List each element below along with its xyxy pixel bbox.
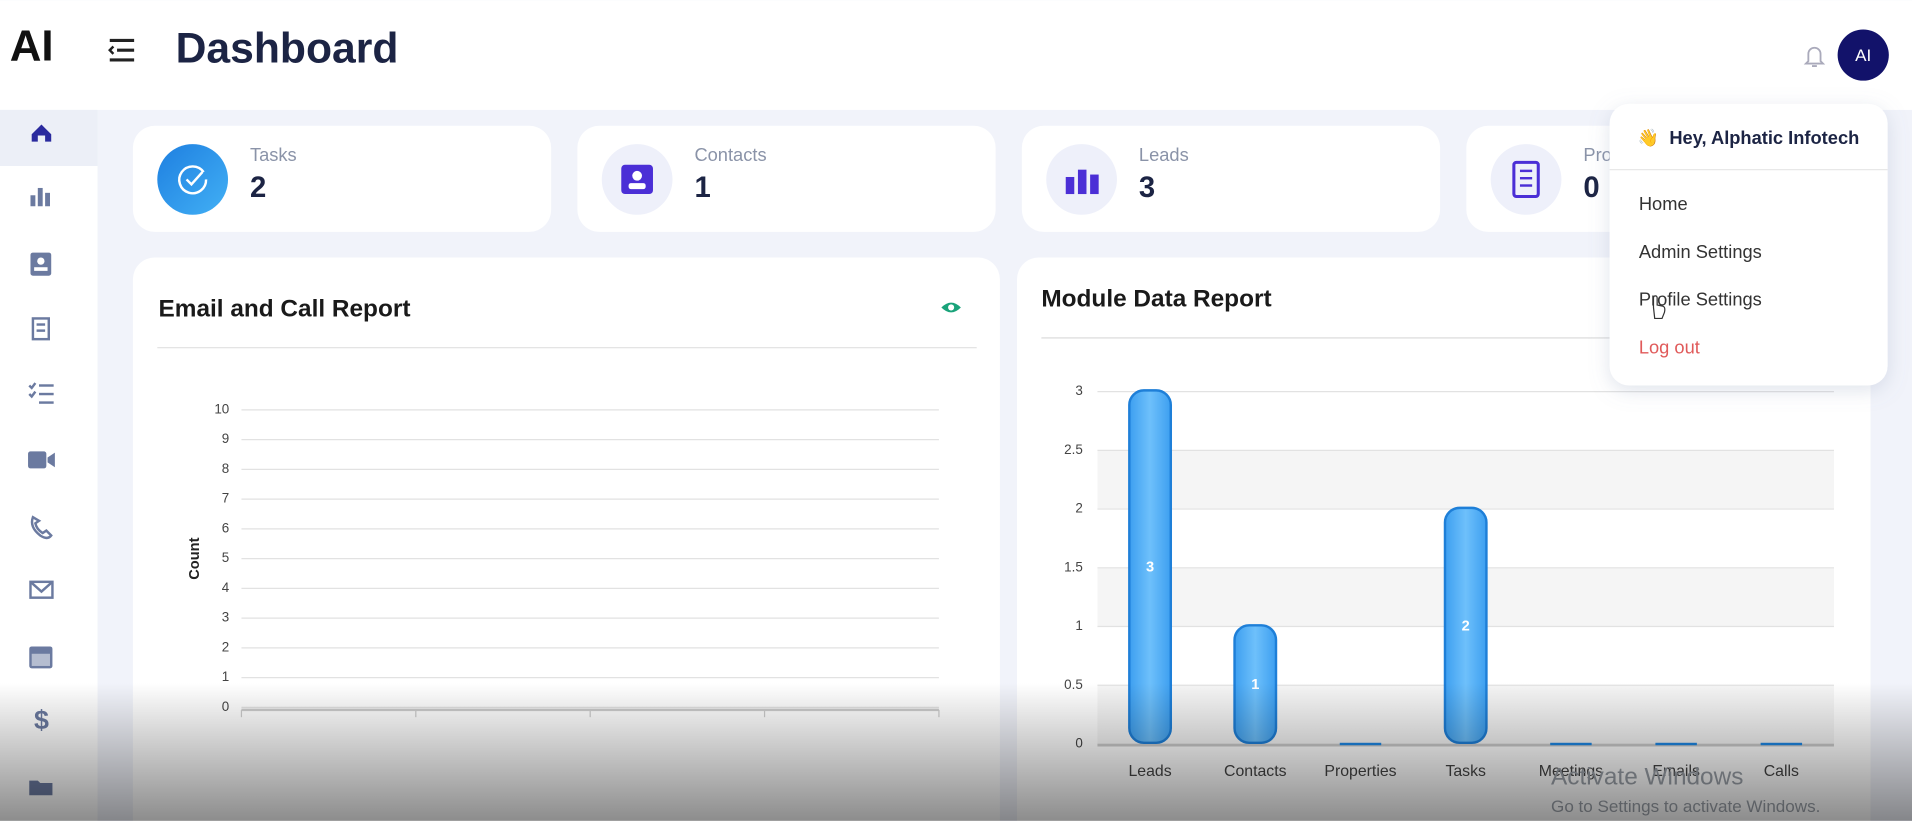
menu-item[interactable]: Admin Settings (1639, 241, 1762, 262)
profile-menu: 👋 Hey, Alphatic Infotech Home Admin Settin… (1609, 103, 1888, 386)
stat-value: 2 (250, 172, 266, 204)
y-tick-label: 3 (222, 610, 229, 625)
y-tick-label: 1 (222, 669, 229, 684)
stat-label: Tasks (250, 144, 297, 165)
x-tick-label: Properties (1324, 763, 1396, 780)
nav-tasks[interactable] (28, 382, 54, 404)
y-tick-label: 3 (1075, 383, 1082, 398)
nav-contacts[interactable] (30, 252, 52, 276)
card-icon (185, 171, 204, 187)
nav-calendar[interactable] (29, 646, 53, 669)
y-tick-label: 6 (222, 520, 229, 535)
page-title: Dashboard (176, 25, 399, 73)
nav-finance[interactable]: $ (34, 705, 49, 735)
bar (1760, 742, 1803, 746)
stat-label: Leads (1139, 144, 1189, 165)
chart-title: Module Data Report (1041, 286, 1271, 313)
bar (1655, 742, 1697, 746)
stat-card[interactable]: Leads 3 (1021, 125, 1441, 232)
y-tick-label: 0 (222, 699, 229, 714)
card-icon (178, 165, 208, 195)
avatar-initials[interactable]: AI (1855, 46, 1871, 65)
bar (1550, 742, 1592, 746)
nav-email[interactable] (29, 580, 54, 599)
email-call-panel (132, 257, 1000, 821)
nav-home[interactable] (31, 124, 52, 142)
stat-card-box (1021, 125, 1441, 232)
y-tick-label: 1 (1075, 618, 1082, 633)
cursor (1652, 295, 1666, 320)
stat-card[interactable]: Contacts 1 (577, 125, 996, 232)
watermark-title: Activate Windows (1551, 764, 1743, 791)
stat-value: 1 (694, 172, 710, 204)
stat-value: 3 (1139, 172, 1155, 204)
menu-item[interactable]: Home (1639, 193, 1688, 214)
grid-band (1097, 450, 1834, 510)
stat-card-box (132, 125, 552, 232)
menu-toggle[interactable] (108, 38, 135, 62)
card-icon (1090, 174, 1099, 195)
y-axis-label: Count (187, 537, 203, 579)
stat-label: Pro (1583, 144, 1611, 165)
notification-bell[interactable] (1803, 46, 1826, 67)
nav-reports[interactable] (30, 187, 50, 207)
menu-logout[interactable]: Log out (1639, 337, 1700, 358)
nav-calls[interactable] (30, 515, 53, 540)
menu-greeting: Hey, Alphatic Infotech (1669, 127, 1859, 148)
stat-value: 0 (1583, 172, 1599, 204)
bar (1339, 742, 1382, 746)
bar-value-label: 1 (1251, 677, 1259, 693)
y-tick-label: 5 (222, 550, 229, 565)
watermark-subtitle: Go to Settings to activate Windows. (1551, 797, 1820, 816)
avatar[interactable] (1837, 29, 1889, 81)
stat-label: Contacts (694, 144, 766, 165)
y-tick-label: 0.5 (1064, 677, 1083, 692)
card-icon (1077, 169, 1087, 195)
x-tick-label: Calls (1764, 763, 1799, 780)
nav-properties[interactable] (31, 317, 50, 341)
y-tick-label: 10 (214, 401, 229, 416)
stat-card[interactable]: Tasks 2 (132, 125, 552, 232)
view-toggle[interactable] (941, 302, 961, 313)
y-tick-label: 2 (1075, 501, 1082, 516)
wave-icon: 👋 (1638, 129, 1659, 149)
bar-value-label: 2 (1462, 618, 1470, 634)
chart-title: Email and Call Report (159, 295, 411, 322)
bar-value-label: 3 (1146, 560, 1154, 576)
y-tick-label: 2.5 (1064, 442, 1083, 457)
y-tick-label: 9 (222, 431, 229, 446)
y-tick-label: 2 (222, 639, 229, 654)
y-tick-label: 7 (222, 491, 229, 506)
header (0, 0, 1912, 110)
logo: AI (10, 22, 54, 71)
x-tick-label: Leads (1128, 763, 1171, 780)
card-icon (632, 170, 643, 181)
y-tick-label: 1.5 (1064, 559, 1083, 574)
y-tick-label: 8 (222, 461, 229, 476)
card-icon (628, 183, 646, 190)
menu-item[interactable]: Profile Settings (1639, 289, 1762, 310)
nav-meetings[interactable] (28, 451, 55, 469)
y-tick-label: 4 (222, 580, 230, 595)
x-tick-label: Tasks (1445, 763, 1486, 780)
card-icon (1512, 160, 1540, 199)
card-icon-bg (157, 144, 229, 215)
card-icon (1065, 176, 1075, 195)
stat-card-box (577, 125, 996, 232)
menu-box (1609, 103, 1888, 386)
x-tick-label: Contacts (1224, 763, 1287, 780)
y-tick-label: 0 (1075, 736, 1082, 751)
